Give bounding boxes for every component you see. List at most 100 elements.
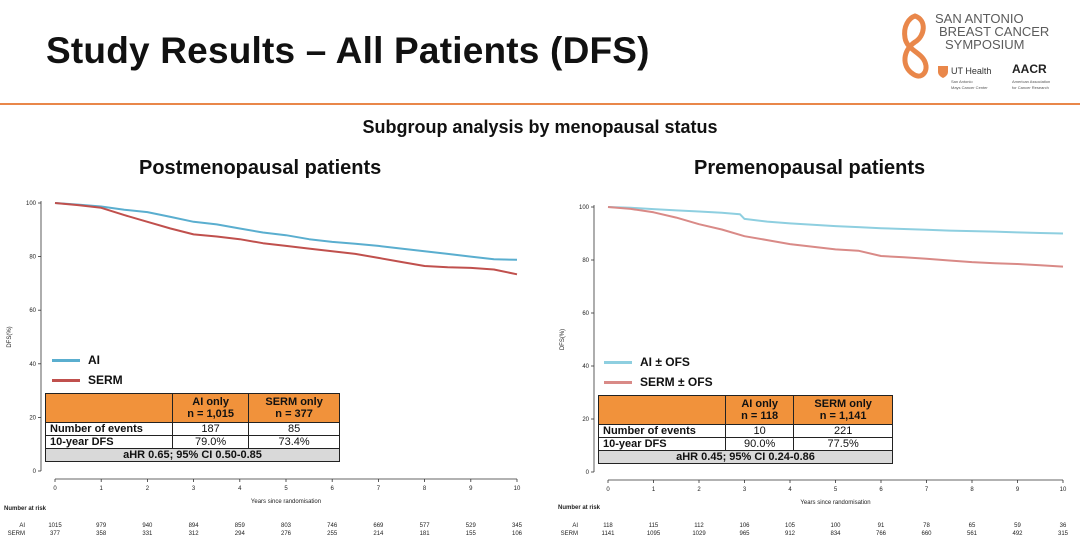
table-row: Number of events 187 85 [45,422,340,436]
x-tick-label: 8 [970,487,974,493]
premenopausal-chart-svg: 0 20 40 60 80 100 0 1 2 3 4 5 6 7 8 9 10 DFS(%) Years sinc… [560,205,1067,506]
aacr-sub-1: American Association [1012,79,1051,84]
row-label-dfs: 10-year DFS [598,437,726,451]
x-tick-label: 4 [788,487,792,493]
risk-count: 1029 [692,531,706,537]
x-tick-label: 10 [1060,487,1067,493]
y-tick-label: 80 [29,255,36,261]
table-header-serm-n: n = 377 [275,408,313,420]
x-axis-label: Years since randomisation [800,500,870,506]
risk-count: 105 [784,523,795,529]
risk-count: 91 [877,523,885,529]
legend-item-ai: AI [52,350,123,370]
legend-item-serm-ofs: SERM ± OFS [604,372,713,392]
x-tick-label: 2 [146,486,150,492]
legend-swatch-serm [52,378,80,382]
series-line-ai [54,202,518,261]
ut-sub-1: San Antonio [951,79,973,84]
legend-label-ai: AI [88,353,100,367]
x-tick-label: 4 [238,486,242,492]
risk-count: 766 [875,531,886,537]
risk-count: 36 [1059,523,1067,529]
premenopausal-legend: AI ± OFS SERM ± OFS [604,352,713,392]
dfs-ai: 90.0% [724,437,795,451]
risk-count: 1015 [48,523,62,529]
x-tick-label: 8 [423,486,427,492]
slide-subtitle: Subgroup analysis by menopausal status [362,117,718,137]
row-label-dfs: 10-year DFS [45,435,173,449]
risk-count: 118 [603,523,613,529]
logo-line-1: SAN ANTONIO [935,11,1024,26]
table-header-serm-n: n = 1,141 [819,410,867,422]
x-tick-label: 5 [284,486,288,492]
risk-count: 577 [419,523,430,529]
table-header-serm-label: SERM only [265,396,323,408]
legend-item-ai-ofs: AI ± OFS [604,352,713,372]
events-serm: 85 [248,422,340,436]
postmenopausal-stats-table: AI only n = 1,015 SERM only n = 377 Number… [45,393,340,462]
postmenopausal-title: Postmenopausal patients [139,157,382,179]
aacr-label: AACR [1012,62,1047,76]
risk-count: 1095 [646,531,661,537]
x-tick-label: 7 [925,487,929,493]
y-tick-label: 60 [29,308,36,314]
events-ai: 187 [171,422,250,436]
risk-count: 59 [1014,523,1021,529]
table-header-serm: SERM only n = 377 [248,393,340,423]
x-tick-label: 6 [879,487,883,493]
table-row: 10-year DFS 90.0% 77.5% [598,437,893,451]
slide-title: Study Results – All Patients (DFS) [46,30,650,71]
risk-count: 345 [511,523,522,529]
hazard-ratio: aHR 0.65; 95% CI 0.50-0.85 [45,448,340,462]
risk-row-label: SERM [560,531,578,537]
risk-count: 106 [511,531,522,537]
x-tick-label: 3 [743,487,747,493]
row-label-events: Number of events [598,424,726,438]
events-ai: 10 [724,424,795,438]
table-row: aHR 0.65; 95% CI 0.50-0.85 [45,448,340,462]
x-tick-label: 1 [100,486,104,492]
risk-row-label: SERM [7,531,25,537]
risk-count: 561 [966,531,977,537]
risk-count: 255 [327,531,338,537]
x-tick-label: 2 [697,487,701,493]
legend-label-serm-ofs: SERM ± OFS [640,375,713,389]
table-header-ai: AI only n = 118 [724,395,795,425]
premenopausal-km-plot: 0 20 40 60 80 100 0 1 2 3 4 5 6 7 8 9 10 DFS(%) Years sinc… [545,190,1080,510]
legend-swatch-serm-ofs [604,380,632,384]
y-tick-label: 100 [579,205,590,211]
risk-count: 315 [1057,531,1068,537]
risk-count: 979 [96,523,107,529]
x-axis-label: Years since randomisation [251,499,321,505]
x-tick-label: 5 [834,487,838,493]
postmenopausal-chart-svg: 0 20 40 60 80 100 0 1 2 3 4 5 6 7 8 9 10 DFS(%) Years sinc… [7,201,521,505]
x-tick-label: 3 [192,486,196,492]
risk-count: 859 [234,523,245,529]
risk-count: 377 [49,531,60,537]
postmenopausal-legend: AI SERM [52,350,123,390]
risk-count: 669 [373,523,384,529]
dfs-serm: 73.4% [248,435,340,449]
table-row: aHR 0.45; 95% CI 0.24-0.86 [598,450,893,464]
series-line-serm-ofs [607,206,1064,268]
table-header-ai: AI only n = 1,015 [171,393,250,423]
legend-swatch-ai [52,358,80,362]
risk-count: 940 [142,523,153,529]
series-line-ai-ofs [607,206,1064,235]
ut-shield-icon [938,66,948,78]
y-tick-label: 40 [29,362,36,368]
risk-count: 912 [784,531,795,537]
aacr-sub-2: for Cancer Research [1012,85,1049,90]
dfs-ai: 79.0% [171,435,250,449]
ut-sub-2: Mays Cancer Center [951,85,988,90]
table-header-ai-n: n = 118 [741,410,779,422]
premenopausal-title: Premenopausal patients [694,157,926,179]
table-header-ai-label: AI only [741,398,778,410]
y-tick-label: 100 [26,201,37,207]
x-tick-label: 9 [469,486,473,492]
x-tick-label: 1 [652,487,656,493]
risk-row-label: AI [572,523,578,529]
risk-count: 894 [188,523,199,529]
table-header-row: AI only n = 1,015 SERM only n = 377 [45,393,340,423]
risk-count: 660 [921,531,932,537]
